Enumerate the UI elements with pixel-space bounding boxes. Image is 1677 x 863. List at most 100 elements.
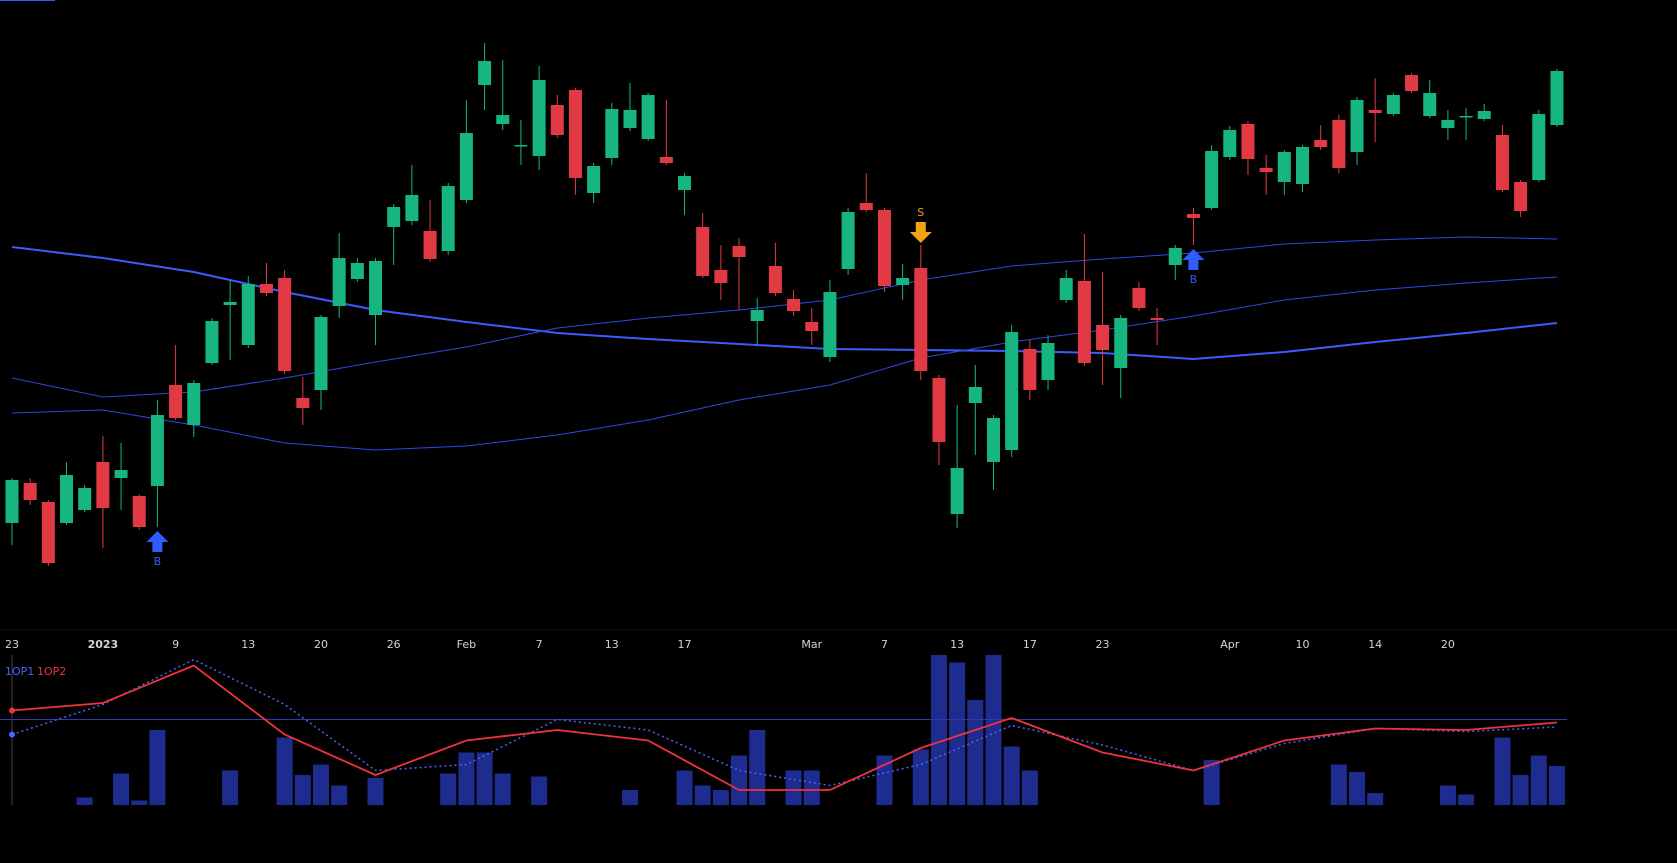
x-tick-label: 2023 [88,638,119,651]
candle-body [914,268,928,371]
candle-body [1295,147,1309,184]
volume-bar [1367,793,1384,805]
candle-body [205,321,219,363]
candle-body [568,90,582,178]
x-tick-label: 23 [5,638,19,651]
candle-body [1405,75,1419,91]
candle-body [1368,110,1382,113]
sell-arrow [909,222,932,243]
volume-bar [1003,746,1020,805]
candle-body [350,263,364,279]
volume-bar [912,749,929,805]
candle-body [750,310,764,321]
candle-body [641,95,655,139]
candle-body [5,480,19,523]
candle-body [296,398,310,408]
candle-body [1514,182,1528,211]
candle-body [587,166,601,193]
volume-bar [694,785,711,805]
volume-bar [749,730,766,805]
x-tick-label: 13 [605,638,619,651]
x-tick-label: 17 [1023,638,1037,651]
volume-bar [712,790,729,805]
volume-bar [1494,737,1511,805]
candle-body [532,80,546,156]
candle-body [1096,325,1110,350]
x-tick-label: 10 [1295,638,1309,651]
candle-body [314,317,328,390]
candle-body [1150,318,1164,320]
candle-body [877,210,891,286]
candle-body [768,266,782,293]
volume-bar [1548,766,1565,805]
candle-body [369,261,383,315]
cursor-dot [9,731,15,738]
x-tick-label: 14 [1368,638,1382,651]
candle-body [423,231,437,259]
volume-bar [276,737,293,805]
candle-body [1005,332,1019,450]
corner-marker [0,0,55,1]
volume-bar [113,773,130,805]
candle-body [732,246,746,257]
volume-bar [876,755,893,805]
candle-body [459,133,473,200]
candle-body [623,110,637,128]
candle-body [1441,120,1455,128]
candle-body [96,462,110,508]
candle-body [1423,93,1437,116]
volume-bar [531,776,548,805]
signal-label: B [154,555,162,568]
volume-bar [367,778,384,805]
candle-body [1205,151,1219,208]
candle-body [1023,349,1037,390]
volume-bar [222,770,239,805]
x-tick-label: 13 [950,638,964,651]
candle-body [1259,168,1273,172]
candle-body [1386,95,1400,114]
candle-body [1550,71,1564,125]
volume-bar [967,700,984,805]
candle-body [478,61,492,85]
buy-arrow [1182,249,1205,270]
candle-body [496,115,510,124]
volume-bar [476,752,493,805]
volume-bar [1512,775,1529,805]
volume-bar [949,662,966,805]
candle-body [514,145,528,147]
candle-body [550,105,564,135]
candle-body [114,470,128,478]
x-tick-label: Feb [457,638,476,651]
volume-bar [621,790,638,805]
x-tick-label: Apr [1220,638,1240,651]
oscillator-line [11,658,1557,787]
x-tick-label: 7 [536,638,543,651]
volume-bar [1349,772,1366,805]
legend-entry: 1OP1 [5,665,34,678]
candle-body [241,284,255,345]
candle-body [1114,318,1128,368]
candle-body [1059,278,1073,300]
volume-bar [676,770,693,805]
volume-bar [1330,764,1347,805]
candle-body [968,387,982,403]
candle-body [787,299,801,311]
x-tick-label: Mar [801,638,822,651]
x-tick-label: 20 [1441,638,1455,651]
candle-body [278,278,292,371]
candle-body [1223,130,1237,157]
x-tick-label: 20 [314,638,328,651]
volume-bar [1458,794,1475,805]
candle-body [659,157,673,163]
moving-average [11,276,1557,451]
volume-bar [930,655,947,805]
candle-body [805,322,819,331]
volume-bar [785,770,802,805]
candle-body [1041,343,1055,380]
candle-body [78,488,92,510]
volume-bar [1439,785,1456,805]
signal-label: S [917,206,924,219]
x-tick-label: 7 [881,638,888,651]
candle-body [223,302,237,305]
volume-bar [149,730,166,805]
